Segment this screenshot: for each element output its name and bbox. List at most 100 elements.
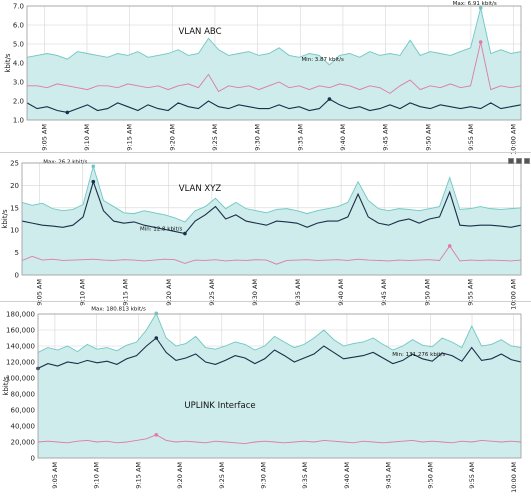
x-tick-label: 10:00 AM <box>510 124 518 155</box>
y-tick-label: 5 <box>15 249 19 257</box>
series-area-fill <box>38 313 521 458</box>
x-tick-label: 9:50 AM <box>426 462 434 489</box>
copy-icon[interactable] <box>508 158 514 164</box>
y-tick-label: 40,000 <box>11 423 36 431</box>
x-tick-label: 9:15 AM <box>134 462 142 489</box>
save-icon[interactable] <box>516 158 522 164</box>
x-tick-label: 9:20 AM <box>176 462 184 489</box>
series-line-1 <box>21 245 522 265</box>
y-tick-label: 80,000 <box>11 391 36 399</box>
y-tick-label: 140,000 <box>6 343 35 351</box>
series-area-fill <box>27 7 521 120</box>
x-tick-label: 9:30 AM <box>251 279 259 306</box>
chart-vlan-abc-svg: 1.0 2.0 3.0 4.0 5.0 6.0 7.0 9:05 AM 9:10 AM 9:15 … <box>4 1 522 155</box>
annotation-label: Max: 180.813 kbit/s <box>91 306 146 312</box>
y-tick-label: 4.0 <box>13 60 24 68</box>
y-tick-label: 20 <box>10 182 19 190</box>
y-axis-label: kbit/s <box>4 53 12 73</box>
x-tick-label: 9:05 AM <box>40 124 48 151</box>
x-tick-label: 9:10 AM <box>93 462 101 489</box>
extremum-marker <box>447 244 452 248</box>
chart-title: VLAN ABC <box>178 27 221 37</box>
y-tick-label: 6.0 <box>13 22 24 30</box>
x-tick-label: 9:20 AM <box>165 279 173 306</box>
chart-vlan-xyz: 0 5 10 15 20 25 9:05 AM 9:10 AM 9:15 AM 9:20 AM 9:… <box>0 152 531 310</box>
y-tick-label: 1.0 <box>13 117 24 125</box>
chart-title: UPLINK Interface <box>184 401 255 411</box>
x-tick-label: 9:40 AM <box>337 279 345 306</box>
chart-toolbar <box>508 158 530 164</box>
x-tick-label: 9:55 AM <box>468 462 476 489</box>
y-tick-label: 25 <box>10 160 19 168</box>
x-tick-label: 9:40 AM <box>339 124 347 151</box>
extremum-marker <box>478 6 483 10</box>
print-icon[interactable] <box>524 158 530 164</box>
extremum-marker <box>91 179 96 184</box>
x-tick-label: 9:35 AM <box>294 279 302 306</box>
x-tick-label: 9:45 AM <box>380 279 388 306</box>
y-axis-label: kbit/s <box>1 209 9 229</box>
y-tick-label: 2.0 <box>13 98 24 106</box>
annotation-label: Min: 131.276 kbit/s <box>392 352 445 358</box>
annotation-label: Max: 6.91 kbit/s <box>453 1 497 7</box>
annotation-label: Max: 26.2 kbit/s <box>43 159 87 165</box>
extremum-marker <box>154 336 159 340</box>
annotation-label: Min: 12.8 kbit/s <box>140 227 183 233</box>
y-tick-label: 120,000 <box>6 359 35 367</box>
extremum-marker <box>154 433 159 437</box>
x-tick-label: 9:05 AM <box>35 279 43 306</box>
x-tick-label: 9:25 AM <box>211 124 219 151</box>
y-tick-label: 3.0 <box>13 79 24 87</box>
y-tick-label: 180,000 <box>6 311 35 319</box>
x-tick-label: 9:10 AM <box>83 124 91 151</box>
x-tick-label: 9:30 AM <box>254 124 262 151</box>
x-tick-label: 9:40 AM <box>343 462 351 489</box>
series-line-0 <box>26 7 522 66</box>
x-tick-label: 9:50 AM <box>423 279 431 306</box>
y-tick-label: 100,000 <box>6 375 35 383</box>
x-tick-label: 9:15 AM <box>126 124 134 151</box>
y-tick-label: 0 <box>15 272 19 280</box>
y-tick-label: 0 <box>31 455 35 463</box>
x-tick-label: 9:50 AM <box>424 124 432 151</box>
chart-title: VLAN XYZ <box>179 184 222 194</box>
y-axis-label: kbit/s <box>2 376 10 396</box>
plot-frame <box>21 162 522 276</box>
series-line-1 <box>27 41 522 94</box>
series-line-2 <box>37 337 522 369</box>
x-tick-label: 9:45 AM <box>382 124 390 151</box>
series-line-1 <box>37 434 522 445</box>
annotation-label: Min: 3.87 kbit/s <box>301 57 344 63</box>
y-tick-label: 160,000 <box>6 327 35 335</box>
series-area-fill <box>22 166 521 275</box>
plot-frame <box>37 313 522 459</box>
series-line-2 <box>21 179 522 235</box>
series-line-0 <box>37 312 522 353</box>
x-tick-label: 9:10 AM <box>79 279 87 306</box>
x-tick-label: 9:05 AM <box>51 462 59 489</box>
minimum-marker <box>183 231 187 236</box>
y-tick-label: 10 <box>10 227 19 235</box>
x-tick-label: 9:35 AM <box>296 124 304 151</box>
y-tick-label: 60,000 <box>11 407 36 415</box>
y-tick-label: 7.0 <box>13 3 24 11</box>
plot-frame <box>26 5 522 121</box>
extremum-marker <box>91 164 96 169</box>
x-tick-label: 9:30 AM <box>259 462 267 489</box>
extremum-marker <box>327 97 332 101</box>
y-tick-label: 5.0 <box>13 41 24 49</box>
x-tick-label: 9:55 AM <box>467 124 475 151</box>
x-tick-label: 10:00 AM <box>510 279 518 310</box>
chart-vlan-xyz-svg: 0 5 10 15 20 25 9:05 AM 9:10 AM 9:15 AM 9:20 AM 9:… <box>1 159 522 310</box>
chart-uplink-interface: 0 20,000 40,000 60,000 80,000 100,000 120,000 1… <box>0 301 531 500</box>
y-tick-label: 15 <box>10 204 19 212</box>
chart-vlan-abc: 1.0 2.0 3.0 4.0 5.0 6.0 7.0 9:05 AM 9:10 AM 9:15 … <box>0 0 531 155</box>
chart-uplink-svg: 0 20,000 40,000 60,000 80,000 100,000 120,000 1… <box>2 306 522 493</box>
extremum-marker <box>154 311 159 316</box>
series-line-2 <box>26 98 522 113</box>
x-tick-label: 9:25 AM <box>208 279 216 306</box>
minimum-marker <box>65 110 70 115</box>
series-line-0 <box>21 164 522 223</box>
x-tick-label: 9:45 AM <box>385 462 393 489</box>
x-tick-label: 9:55 AM <box>466 279 474 306</box>
